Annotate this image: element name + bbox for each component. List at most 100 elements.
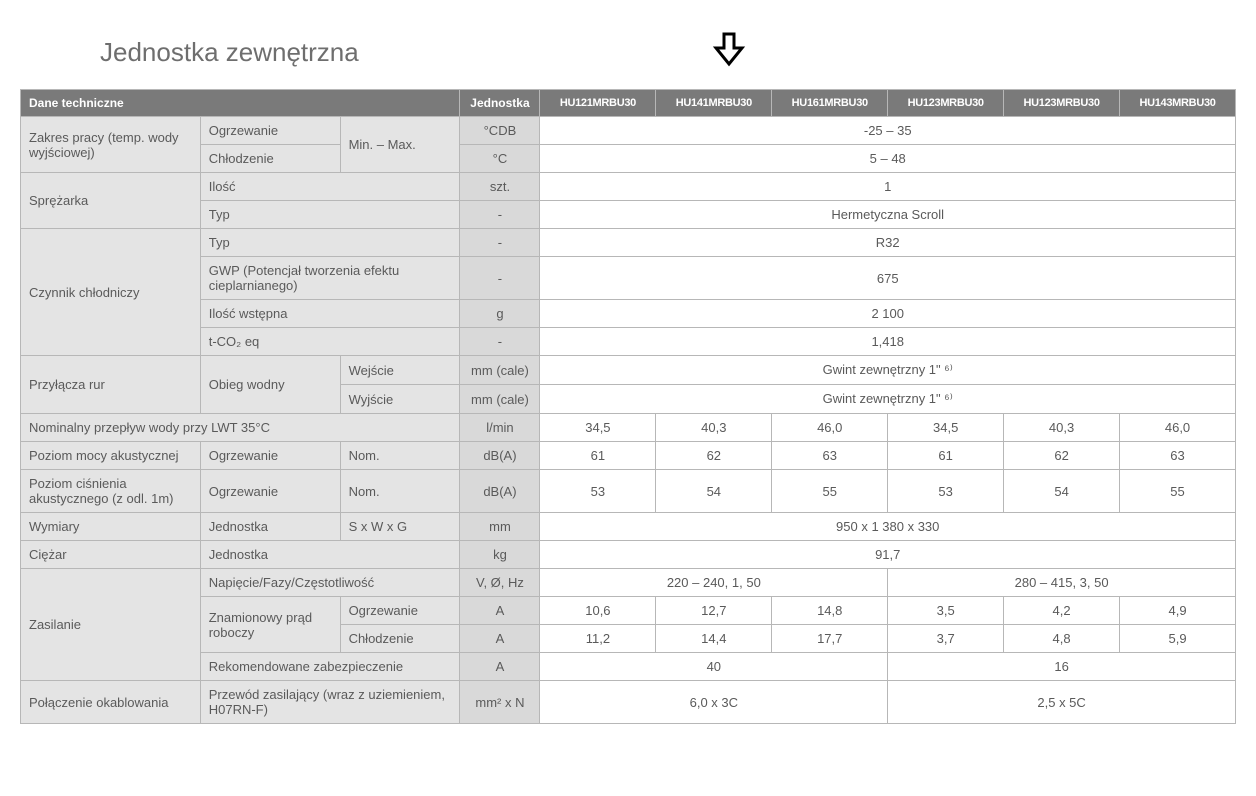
cell-value: -25 – 35 — [540, 117, 1236, 145]
cell-label: Wejście — [340, 356, 460, 385]
cell-unit: A — [460, 597, 540, 625]
table-row: Rekomendowane zabezpieczenie A 40 16 — [21, 653, 1236, 681]
cell-unit: °CDB — [460, 117, 540, 145]
table-header-row: Dane techniczne Jednostka HU121MRBU30 HU… — [21, 90, 1236, 117]
cell-label: Chłodzenie — [340, 625, 460, 653]
cell-unit: mm (cale) — [460, 356, 540, 385]
header-unit: Jednostka — [460, 90, 540, 117]
cell-value: 54 — [1004, 470, 1120, 513]
cell-value: 63 — [1120, 442, 1236, 470]
cell-value: 40 — [540, 653, 888, 681]
cell-unit: l/min — [460, 414, 540, 442]
cell-value: 10,6 — [540, 597, 656, 625]
cell-label: Przewód zasilający (wraz z uziemieniem, … — [200, 681, 460, 724]
cell-value: 675 — [540, 257, 1236, 300]
cell-value: 14,8 — [772, 597, 888, 625]
cell-value: 3,7 — [888, 625, 1004, 653]
cell-value: 46,0 — [1120, 414, 1236, 442]
table-row: Wymiary Jednostka S x W x G mm 950 x 1 3… — [21, 513, 1236, 541]
cell-group: Nominalny przepływ wody przy LWT 35°C — [21, 414, 460, 442]
cell-value: 14,4 — [656, 625, 772, 653]
cell-value: 61 — [888, 442, 1004, 470]
cell-value: 5,9 — [1120, 625, 1236, 653]
cell-label: Ilość — [200, 173, 460, 201]
cell-value: 2 100 — [540, 300, 1236, 328]
table-row: Czynnik chłodniczy Typ - R32 — [21, 229, 1236, 257]
cell-unit: dB(A) — [460, 470, 540, 513]
spec-table: Dane techniczne Jednostka HU121MRBU30 HU… — [20, 89, 1236, 724]
header-model: HU141MRBU30 — [656, 90, 772, 117]
cell-label: Min. – Max. — [340, 117, 460, 173]
cell-label: Jednostka — [200, 541, 460, 569]
cell-group: Przyłącza rur — [21, 356, 201, 414]
cell-value: 1,418 — [540, 328, 1236, 356]
cell-value: 280 – 415, 3, 50 — [888, 569, 1236, 597]
down-arrow-icon — [709, 30, 749, 75]
cell-unit: mm — [460, 513, 540, 541]
cell-group: Poziom ciśnienia akustycznego (z odl. 1m… — [21, 470, 201, 513]
cell-value: 55 — [1120, 470, 1236, 513]
cell-value: 53 — [888, 470, 1004, 513]
cell-unit: - — [460, 229, 540, 257]
cell-label: Napięcie/Fazy/Częstotliwość — [200, 569, 460, 597]
page-title: Jednostka zewnętrzna — [100, 37, 359, 68]
cell-value: 6,0 x 3C — [540, 681, 888, 724]
cell-value: 40,3 — [1004, 414, 1120, 442]
header-model: HU123MRBU30 — [1004, 90, 1120, 117]
cell-value: 61 — [540, 442, 656, 470]
cell-unit: - — [460, 257, 540, 300]
table-row: Nominalny przepływ wody przy LWT 35°C l/… — [21, 414, 1236, 442]
table-row: Poziom ciśnienia akustycznego (z odl. 1m… — [21, 470, 1236, 513]
cell-label: Ogrzewanie — [200, 442, 340, 470]
cell-unit: - — [460, 328, 540, 356]
cell-value: Hermetyczna Scroll — [540, 201, 1236, 229]
cell-unit: A — [460, 625, 540, 653]
cell-group: Wymiary — [21, 513, 201, 541]
header-model: HU121MRBU30 — [540, 90, 656, 117]
cell-label: Rekomendowane zabezpieczenie — [200, 653, 460, 681]
table-row: Połączenie okablowania Przewód zasilając… — [21, 681, 1236, 724]
cell-value: 4,2 — [1004, 597, 1120, 625]
cell-label: Ilość wstępna — [200, 300, 460, 328]
cell-unit: mm² x N — [460, 681, 540, 724]
cell-group: Zakres pracy (temp. wody wyjściowej) — [21, 117, 201, 173]
cell-label: Ogrzewanie — [340, 597, 460, 625]
cell-value: 46,0 — [772, 414, 888, 442]
cell-value: 63 — [772, 442, 888, 470]
table-row: Przyłącza rur Obieg wodny Wejście mm (ca… — [21, 356, 1236, 385]
header-model: HU143MRBU30 — [1120, 90, 1236, 117]
table-row: Ilość wstępna g 2 100 — [21, 300, 1236, 328]
cell-value: 62 — [656, 442, 772, 470]
cell-value: 4,8 — [1004, 625, 1120, 653]
cell-unit: kg — [460, 541, 540, 569]
cell-value: Gwint zewnętrzny 1" ⁶⁾ — [540, 356, 1236, 385]
cell-label: Typ — [200, 229, 460, 257]
cell-value: 55 — [772, 470, 888, 513]
cell-label: Typ — [200, 201, 460, 229]
cell-group: Czynnik chłodniczy — [21, 229, 201, 356]
cell-label: Ogrzewanie — [200, 470, 340, 513]
cell-group: Ciężar — [21, 541, 201, 569]
table-row: Poziom mocy akustycznej Ogrzewanie Nom. … — [21, 442, 1236, 470]
cell-value: 34,5 — [540, 414, 656, 442]
cell-value: 53 — [540, 470, 656, 513]
table-row: Zasilanie Napięcie/Fazy/Częstotliwość V,… — [21, 569, 1236, 597]
cell-value: 12,7 — [656, 597, 772, 625]
cell-label: Wyjście — [340, 385, 460, 414]
cell-group: Poziom mocy akustycznej — [21, 442, 201, 470]
cell-group: Zasilanie — [21, 569, 201, 681]
cell-value: 34,5 — [888, 414, 1004, 442]
cell-value: 17,7 — [772, 625, 888, 653]
cell-value: 4,9 — [1120, 597, 1236, 625]
cell-value: 220 – 240, 1, 50 — [540, 569, 888, 597]
header-spec: Dane techniczne — [21, 90, 460, 117]
header-model: HU161MRBU30 — [772, 90, 888, 117]
cell-unit: - — [460, 201, 540, 229]
cell-value: 62 — [1004, 442, 1120, 470]
cell-value: R32 — [540, 229, 1236, 257]
cell-label: Chłodzenie — [200, 145, 340, 173]
table-row: t-CO₂ eq - 1,418 — [21, 328, 1236, 356]
cell-value: Gwint zewnętrzny 1" ⁶⁾ — [540, 385, 1236, 414]
cell-label: Nom. — [340, 470, 460, 513]
cell-unit: A — [460, 653, 540, 681]
